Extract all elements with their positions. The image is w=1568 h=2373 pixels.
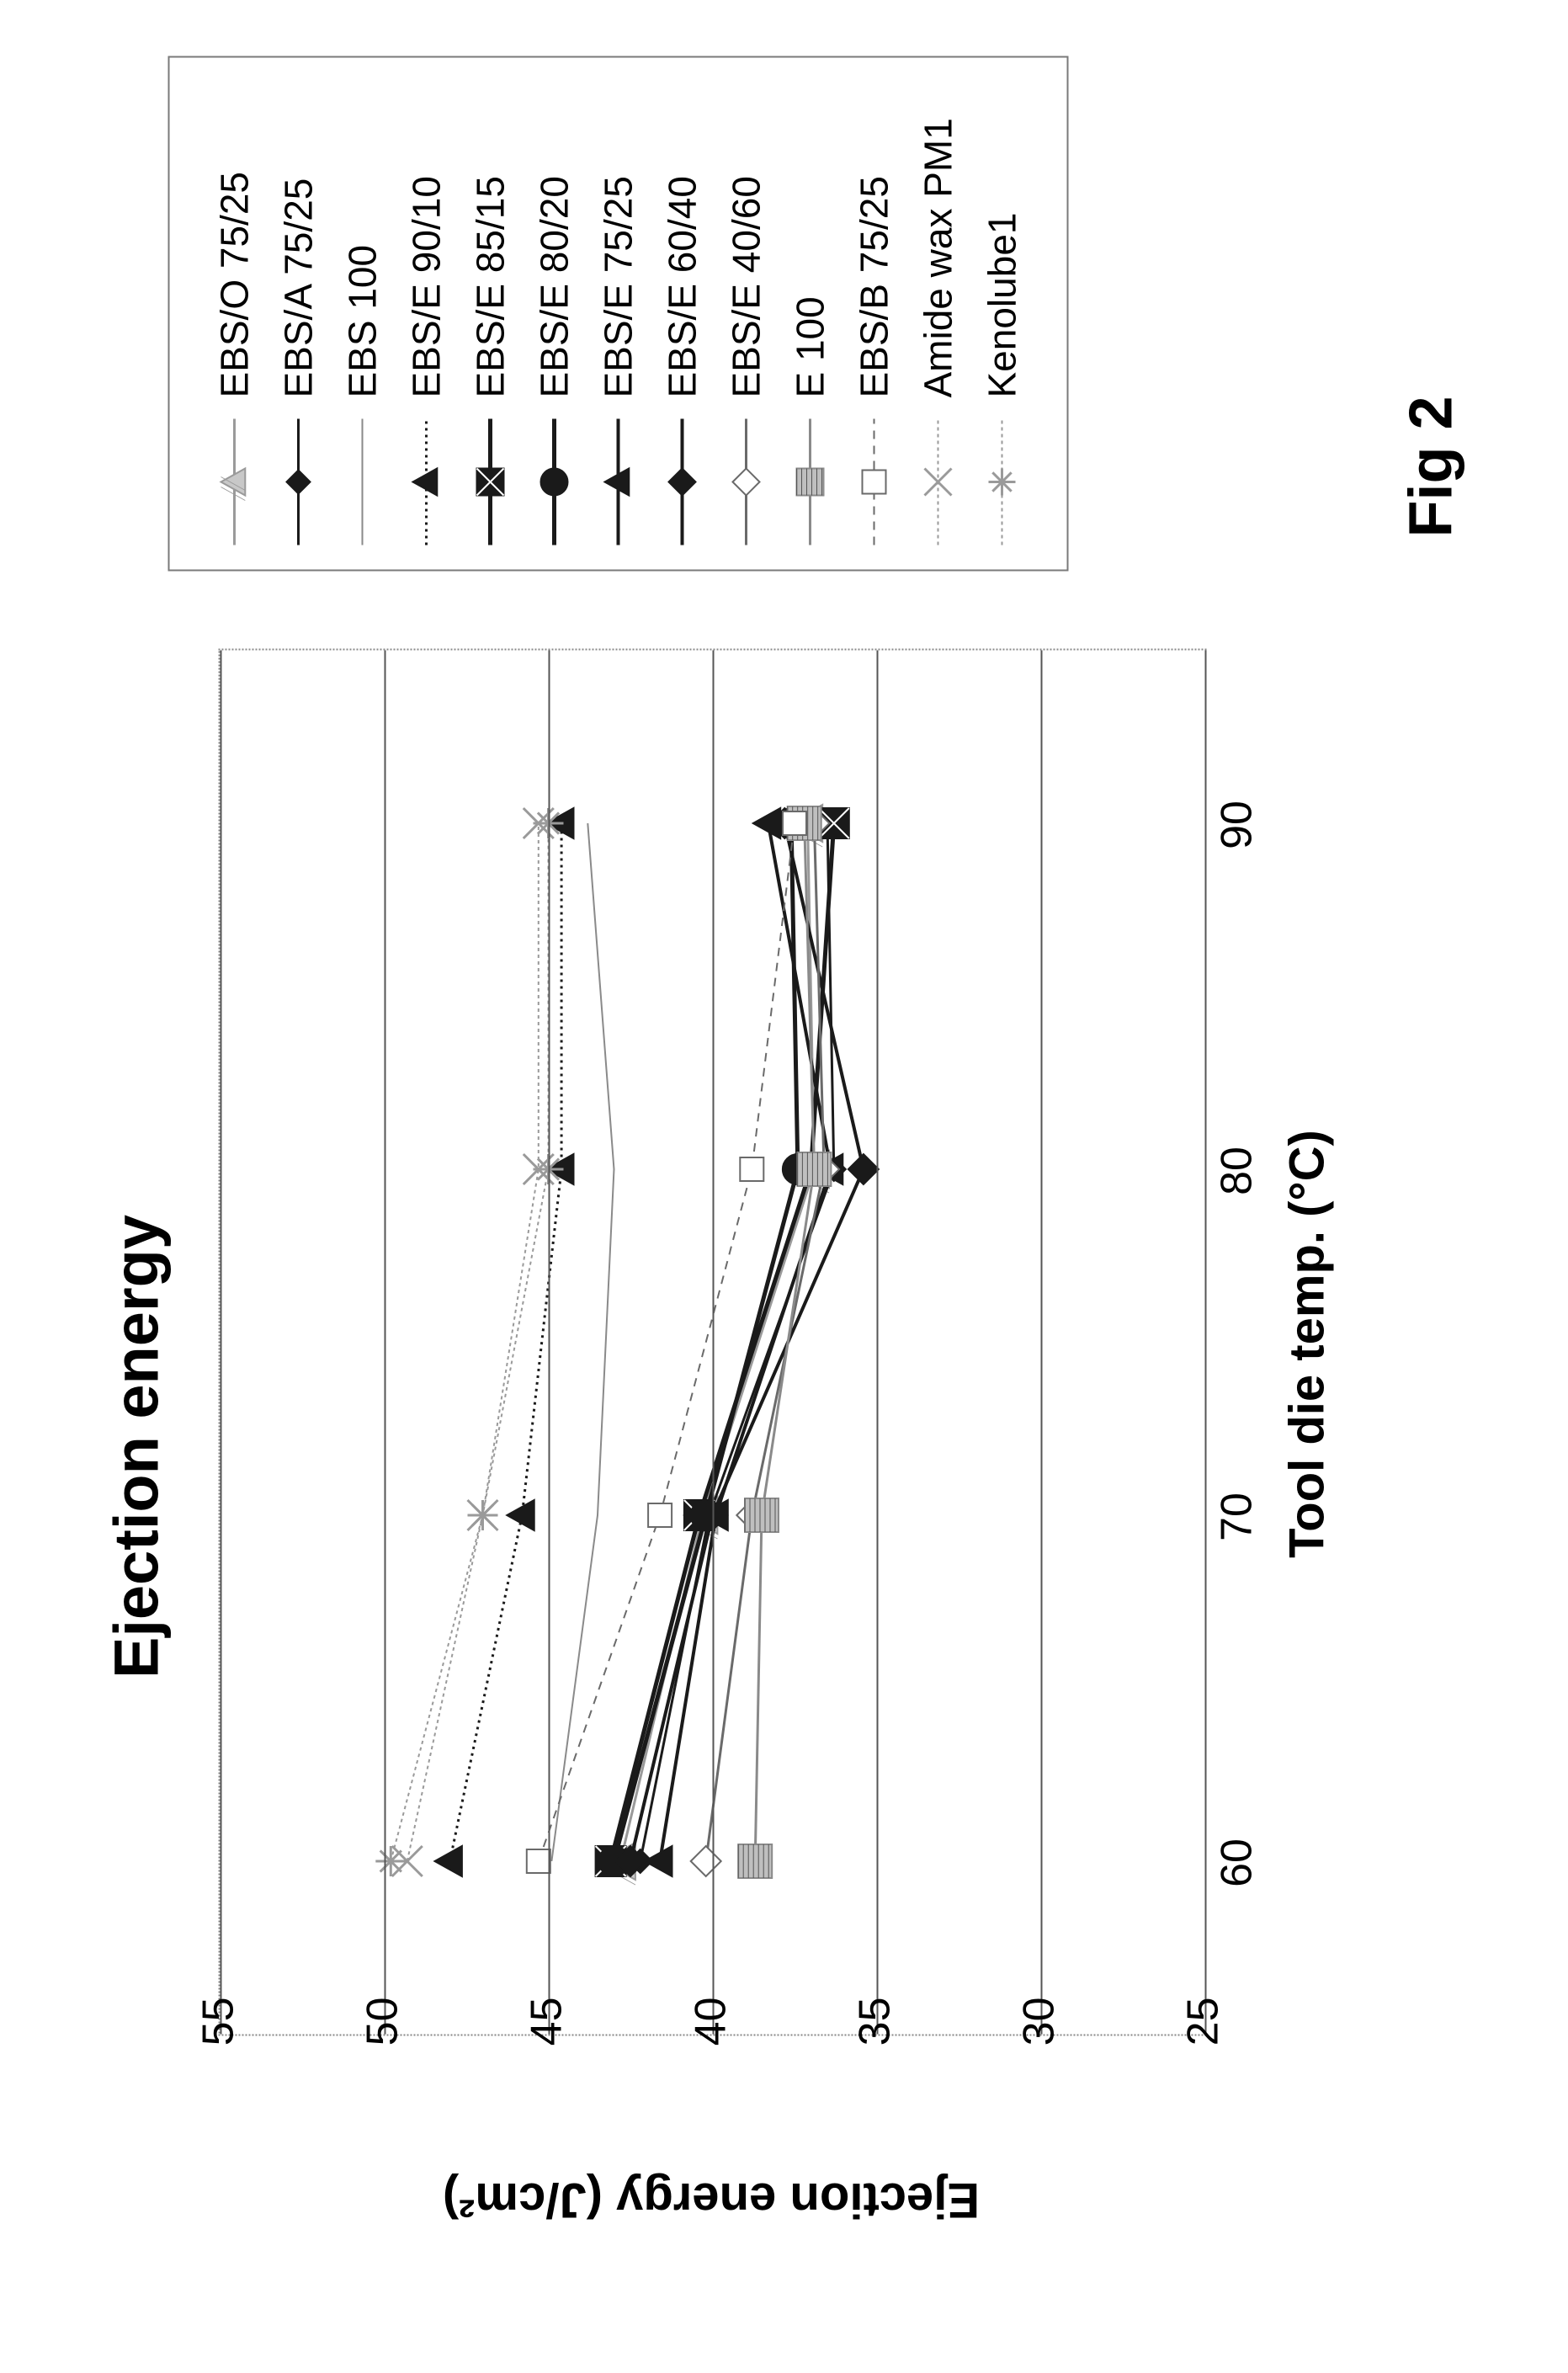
legend-item: EBS/E 60/40 bbox=[660, 78, 705, 550]
legend-swatch bbox=[407, 415, 446, 550]
legend-swatch bbox=[535, 415, 574, 550]
y-tick-label: 30 bbox=[1014, 1998, 1065, 2099]
legend-item: EBS/E 85/15 bbox=[468, 78, 513, 550]
gridline bbox=[385, 651, 386, 2035]
legend-item: EBS/E 80/20 bbox=[532, 78, 577, 550]
legend-swatch bbox=[279, 415, 318, 550]
y-tick-label: 25 bbox=[1178, 1998, 1229, 2099]
legend-item: EBS/B 75/25 bbox=[852, 78, 897, 550]
chart-title: Ejection energy bbox=[101, 605, 173, 2289]
y-tick-label: 35 bbox=[850, 1998, 901, 2099]
x-tick-label: 90 bbox=[1212, 774, 1262, 875]
gridline bbox=[713, 651, 715, 2035]
legend: EBS/O 75/25 EBS/A 75/25 EBS 100 EBS/E 90/10… bbox=[168, 56, 1069, 572]
legend-swatch bbox=[983, 415, 1022, 550]
legend-label: EBS/E 90/10 bbox=[404, 176, 449, 397]
legend-label: E 100 bbox=[788, 296, 833, 397]
legend-item: EBS/E 75/25 bbox=[596, 78, 641, 550]
legend-swatch bbox=[343, 415, 382, 550]
legend-label: EBS/O 75/25 bbox=[212, 172, 258, 398]
legend-swatch bbox=[855, 415, 894, 550]
legend-label: Kenolube1 bbox=[980, 213, 1025, 398]
x-tick-label: 70 bbox=[1212, 1466, 1262, 1567]
legend-item: EBS/A 75/25 bbox=[276, 78, 322, 550]
legend-item: EBS/E 90/10 bbox=[404, 78, 449, 550]
gridline bbox=[549, 651, 550, 2035]
gridline bbox=[1205, 651, 1207, 2035]
legend-label: EBS/B 75/25 bbox=[852, 176, 897, 397]
y-tick-label: 55 bbox=[194, 1998, 244, 2099]
y-tick-label: 40 bbox=[686, 1998, 736, 2099]
x-tick-label: 60 bbox=[1212, 1812, 1262, 1913]
legend-item: E 100 bbox=[788, 78, 833, 550]
rotated-page-frame: Ejection energy Ejection energy (J/cm²) … bbox=[0, 0, 1568, 2373]
legend-item: EBS 100 bbox=[340, 78, 385, 550]
legend-swatch bbox=[791, 415, 830, 550]
legend-swatch bbox=[599, 415, 638, 550]
legend-label: EBS/A 75/25 bbox=[276, 178, 322, 398]
legend-item: EBS/E 40/60 bbox=[724, 78, 769, 550]
legend-item: Amide wax PM1 bbox=[916, 78, 961, 550]
legend-label: EBS/E 60/40 bbox=[660, 176, 705, 397]
gridline bbox=[221, 651, 222, 2035]
figure-caption: Fig 2 bbox=[1397, 396, 1466, 537]
legend-swatch bbox=[471, 415, 510, 550]
y-tick-label: 45 bbox=[522, 1998, 572, 2099]
legend-label: Amide wax PM1 bbox=[916, 118, 961, 397]
gridline bbox=[1041, 651, 1043, 2035]
legend-label: EBS/E 75/25 bbox=[596, 176, 641, 397]
legend-swatch bbox=[727, 415, 766, 550]
legend-swatch bbox=[663, 415, 702, 550]
legend-label: EBS/E 85/15 bbox=[468, 176, 513, 397]
x-tick-label: 80 bbox=[1212, 1120, 1262, 1221]
legend-label: EBS/E 40/60 bbox=[724, 176, 769, 397]
y-axis-label: Ejection energy (J/cm²) bbox=[219, 2171, 1204, 2230]
x-axis-label: Tool die temp. (°C) bbox=[1279, 652, 1336, 2036]
chart-container: Ejection energy Ejection energy (J/cm²) … bbox=[101, 605, 1448, 2289]
plot-area bbox=[219, 649, 1207, 2036]
legend-label: EBS/E 80/20 bbox=[532, 176, 577, 397]
legend-label: EBS 100 bbox=[340, 245, 385, 398]
legend-item: EBS/O 75/25 bbox=[212, 78, 258, 550]
legend-swatch bbox=[919, 415, 958, 550]
gridline bbox=[877, 651, 879, 2035]
y-tick-label: 50 bbox=[358, 1998, 408, 2099]
legend-item: Kenolube1 bbox=[980, 78, 1025, 550]
legend-swatch bbox=[215, 415, 254, 550]
